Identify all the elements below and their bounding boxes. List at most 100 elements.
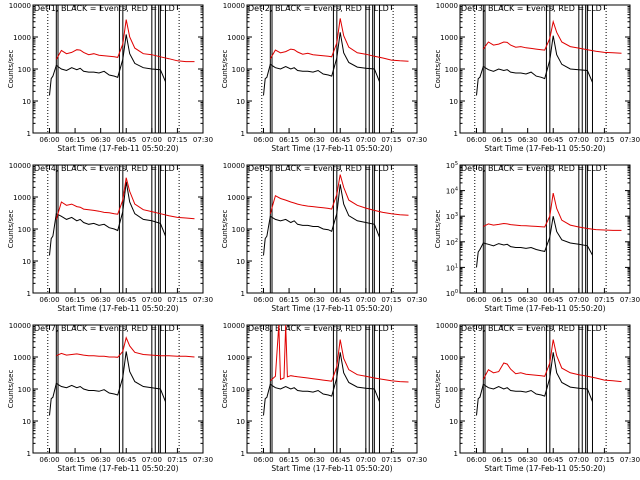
x-tick-label: 07:30 xyxy=(407,296,427,304)
x-tick-label: 06:45 xyxy=(330,136,350,144)
y-axis-label: Counts/sec xyxy=(221,210,229,249)
x-tick-label: 06:45 xyxy=(116,296,136,304)
x-tick-label: 07:00 xyxy=(356,136,376,144)
y-tick-label: 105 xyxy=(446,161,458,170)
x-axis-label: Start Time (17-Feb-11 05:50:20) xyxy=(57,144,178,153)
lld-series-line xyxy=(269,324,409,383)
x-tick-label: 06:30 xyxy=(305,136,325,144)
panel-title: Det 4, BLACK = Events, RED = LLD xyxy=(34,164,175,173)
y-tick-label: 10 xyxy=(236,98,245,106)
x-tick-label: 07:30 xyxy=(620,136,640,144)
y-tick-label: 1000 xyxy=(13,194,31,202)
y-tick-label: 102 xyxy=(446,238,458,247)
y-tick-label: 10 xyxy=(449,98,458,106)
x-axis-label: Start Time (17-Feb-11 05:50:20) xyxy=(271,464,392,473)
x-tick-label: 07:15 xyxy=(594,136,614,144)
x-tick-label: 06:45 xyxy=(330,296,350,304)
panel-title: Det 6, BLACK = Events, RED = LLD xyxy=(461,164,602,173)
y-tick-label: 100 xyxy=(232,386,245,394)
panel-title: Det 9, BLACK = Events, RED = LLD xyxy=(461,324,602,333)
y-tick-label: 10000 xyxy=(9,322,31,330)
y-tick-label: 10 xyxy=(449,418,458,426)
events-series-line xyxy=(49,181,166,256)
y-tick-label: 10000 xyxy=(9,162,31,170)
lld-series-line xyxy=(269,18,409,62)
x-tick-label: 07:00 xyxy=(142,136,162,144)
x-tick-label: 06:00 xyxy=(39,136,59,144)
x-tick-label: 07:00 xyxy=(356,456,376,464)
x-tick-label: 06:15 xyxy=(65,296,85,304)
y-tick-label: 1 xyxy=(27,130,31,138)
x-tick-label: 06:30 xyxy=(518,136,538,144)
x-tick-label: 06:15 xyxy=(65,456,85,464)
y-tick-label: 1 xyxy=(27,450,31,458)
x-axis-label: Start Time (17-Feb-11 05:50:20) xyxy=(57,464,178,473)
x-axis-label: Start Time (17-Feb-11 05:50:20) xyxy=(57,304,178,313)
y-tick-label: 1 xyxy=(454,450,458,458)
y-tick-label: 104 xyxy=(446,187,458,196)
x-tick-label: 07:15 xyxy=(594,296,614,304)
x-tick-label: 07:30 xyxy=(193,456,213,464)
detector-panel: Det 1, BLACK = Events, RED = LLD 1 10 100 10… xyxy=(7,2,213,153)
detector-panel: Det 2, BLACK = Events, RED = LLD 1 10 100 10… xyxy=(221,2,427,153)
y-tick-label: 10 xyxy=(22,98,31,106)
y-tick-label: 101 xyxy=(446,263,458,272)
x-tick-label: 07:15 xyxy=(167,296,187,304)
x-tick-label: 07:30 xyxy=(407,136,427,144)
x-tick-label: 07:00 xyxy=(569,456,589,464)
x-tick-label: 06:00 xyxy=(253,136,273,144)
events-series-line xyxy=(263,352,380,416)
detector-panel: Det 8, BLACK = Events, RED = LLD 1 10 100 10… xyxy=(221,322,427,473)
y-axis-label: Counts/sec xyxy=(7,50,15,89)
x-tick-label: 06:00 xyxy=(39,456,59,464)
x-tick-label: 06:00 xyxy=(466,136,486,144)
x-tick-label: 07:30 xyxy=(407,456,427,464)
x-tick-label: 06:30 xyxy=(518,456,538,464)
y-tick-label: 10000 xyxy=(436,2,458,10)
y-tick-label: 10 xyxy=(236,258,245,266)
x-tick-label: 06:45 xyxy=(543,456,563,464)
y-tick-label: 1000 xyxy=(440,34,458,42)
lld-series-line xyxy=(269,174,409,216)
x-tick-label: 06:15 xyxy=(492,136,512,144)
x-axis-label: Start Time (17-Feb-11 05:50:20) xyxy=(271,144,392,153)
x-tick-label: 06:00 xyxy=(466,456,486,464)
y-axis-label: Counts/sec xyxy=(221,50,229,89)
x-tick-label: 07:15 xyxy=(381,136,401,144)
y-tick-label: 1000 xyxy=(227,34,245,42)
panel-title: Det 3, BLACK = Events, RED = LLD xyxy=(461,4,602,13)
x-tick-label: 06:30 xyxy=(305,456,325,464)
detector-panel: Det 6, BLACK = Events, RED = LLD 100 101 10… xyxy=(434,161,640,313)
x-axis-label: Start Time (17-Feb-11 05:50:20) xyxy=(271,304,392,313)
x-tick-label: 07:00 xyxy=(356,296,376,304)
x-tick-label: 06:45 xyxy=(330,456,350,464)
x-tick-label: 06:00 xyxy=(253,456,273,464)
y-tick-label: 10000 xyxy=(9,2,31,10)
y-tick-label: 1000 xyxy=(227,354,245,362)
x-tick-label: 07:30 xyxy=(193,296,213,304)
y-tick-label: 1 xyxy=(454,130,458,138)
y-tick-label: 10000 xyxy=(436,322,458,330)
plot-frame xyxy=(459,164,631,294)
y-tick-label: 100 xyxy=(18,386,31,394)
x-tick-label: 06:15 xyxy=(492,296,512,304)
panel-title: Det 5, BLACK = Events, RED = LLD xyxy=(248,164,389,173)
y-tick-label: 10 xyxy=(22,418,31,426)
x-tick-label: 06:45 xyxy=(116,136,136,144)
x-tick-label: 07:15 xyxy=(381,296,401,304)
lld-series-line xyxy=(482,19,622,54)
x-tick-label: 06:00 xyxy=(253,296,273,304)
x-tick-label: 06:15 xyxy=(492,456,512,464)
detector-panel: Det 4, BLACK = Events, RED = LLD 1 10 100 10… xyxy=(7,162,213,313)
y-tick-label: 10 xyxy=(236,418,245,426)
detector-panel: Det 7, BLACK = Events, RED = LLD 1 10 100 10… xyxy=(7,322,213,473)
x-tick-label: 06:15 xyxy=(279,296,299,304)
y-tick-label: 1000 xyxy=(13,354,31,362)
y-tick-label: 100 xyxy=(18,226,31,234)
y-tick-label: 10000 xyxy=(223,162,245,170)
panel-title: Det 2, BLACK = Events, RED = LLD xyxy=(248,4,389,13)
x-tick-label: 06:15 xyxy=(279,136,299,144)
events-series-line xyxy=(49,34,166,96)
panel-title: Det 1, BLACK = Events, RED = LLD xyxy=(34,4,175,13)
y-tick-label: 1 xyxy=(241,130,245,138)
